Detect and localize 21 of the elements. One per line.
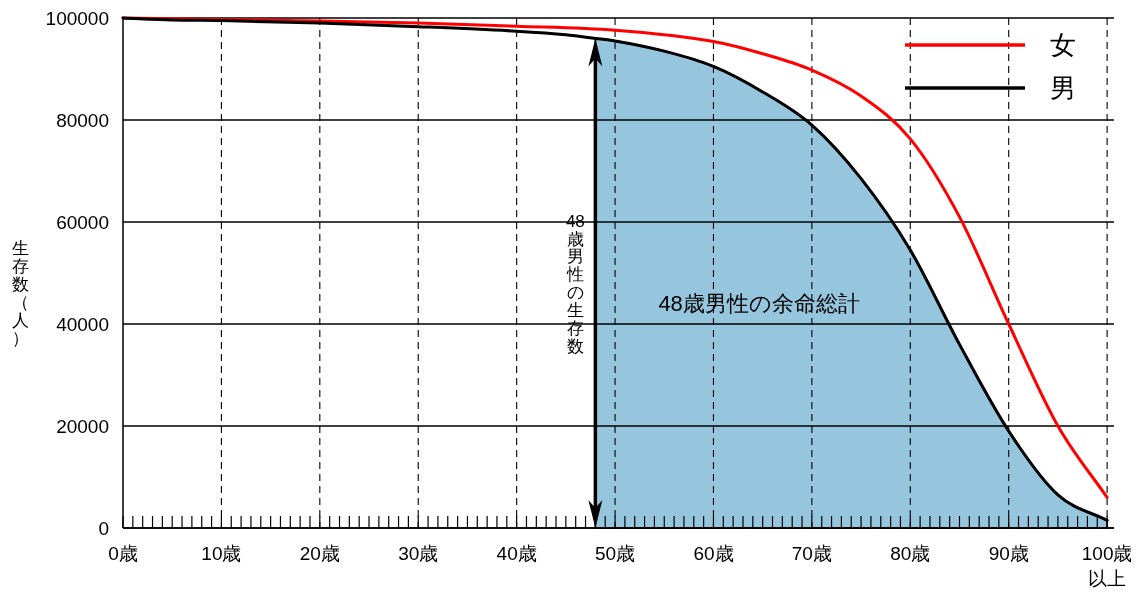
x-tick-label: 0歳	[108, 543, 138, 564]
legend-label: 女	[1050, 30, 1076, 60]
legend-label: 男	[1050, 73, 1076, 103]
y-tick-label: 20000	[56, 416, 109, 437]
y-tick-label: 60000	[56, 212, 109, 233]
x-tick-label: 40歳	[496, 543, 537, 564]
y-tick-label: 80000	[56, 110, 109, 131]
x-tick-label: 60歳	[693, 543, 734, 564]
series-label: 48歳男性の余命総計	[658, 290, 860, 316]
y-tick-label: 100000	[45, 8, 109, 29]
y-tick-label: 0	[98, 518, 109, 539]
x-tick-label: 30歳	[398, 543, 439, 564]
x-tick-label: 90歳	[988, 543, 1029, 564]
x-tick-label: 80歳	[890, 543, 931, 564]
x-tick-label: 50歳	[594, 543, 636, 564]
y-tick-label: 40000	[56, 314, 109, 335]
y-axis-title: 生存数（人）	[11, 239, 29, 348]
x-tick-label: 70歳	[791, 543, 832, 564]
x-tick-label: 10歳	[201, 543, 242, 564]
x-tick-label: 20歳	[299, 543, 340, 564]
x-tick-label: 100歳以上	[1081, 543, 1133, 589]
